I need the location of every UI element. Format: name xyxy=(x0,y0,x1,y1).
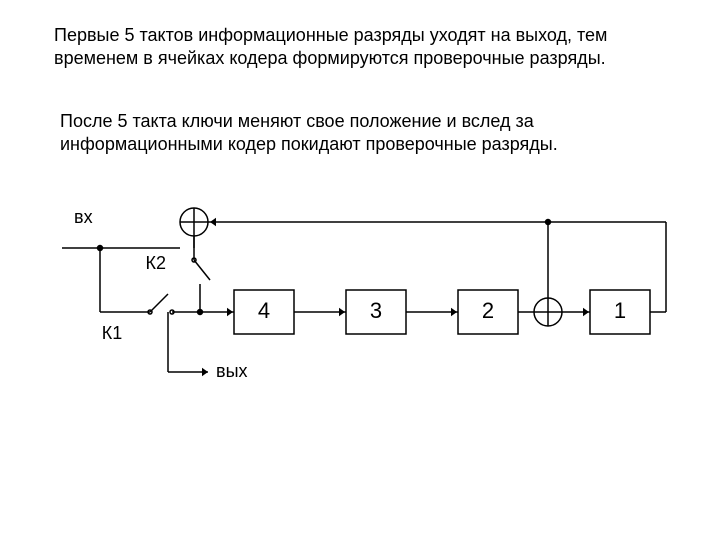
encoder-diagram: 4 3 2 1 вх К2 вых К1 xyxy=(0,0,720,540)
svg-text:вх: вх xyxy=(74,207,93,227)
svg-text:1: 1 xyxy=(614,298,626,323)
svg-text:К2: К2 xyxy=(146,253,167,273)
svg-text:2: 2 xyxy=(482,298,494,323)
svg-text:4: 4 xyxy=(258,298,270,323)
svg-text:вых: вых xyxy=(216,361,248,381)
svg-text:К1: К1 xyxy=(102,323,123,343)
svg-text:3: 3 xyxy=(370,298,382,323)
